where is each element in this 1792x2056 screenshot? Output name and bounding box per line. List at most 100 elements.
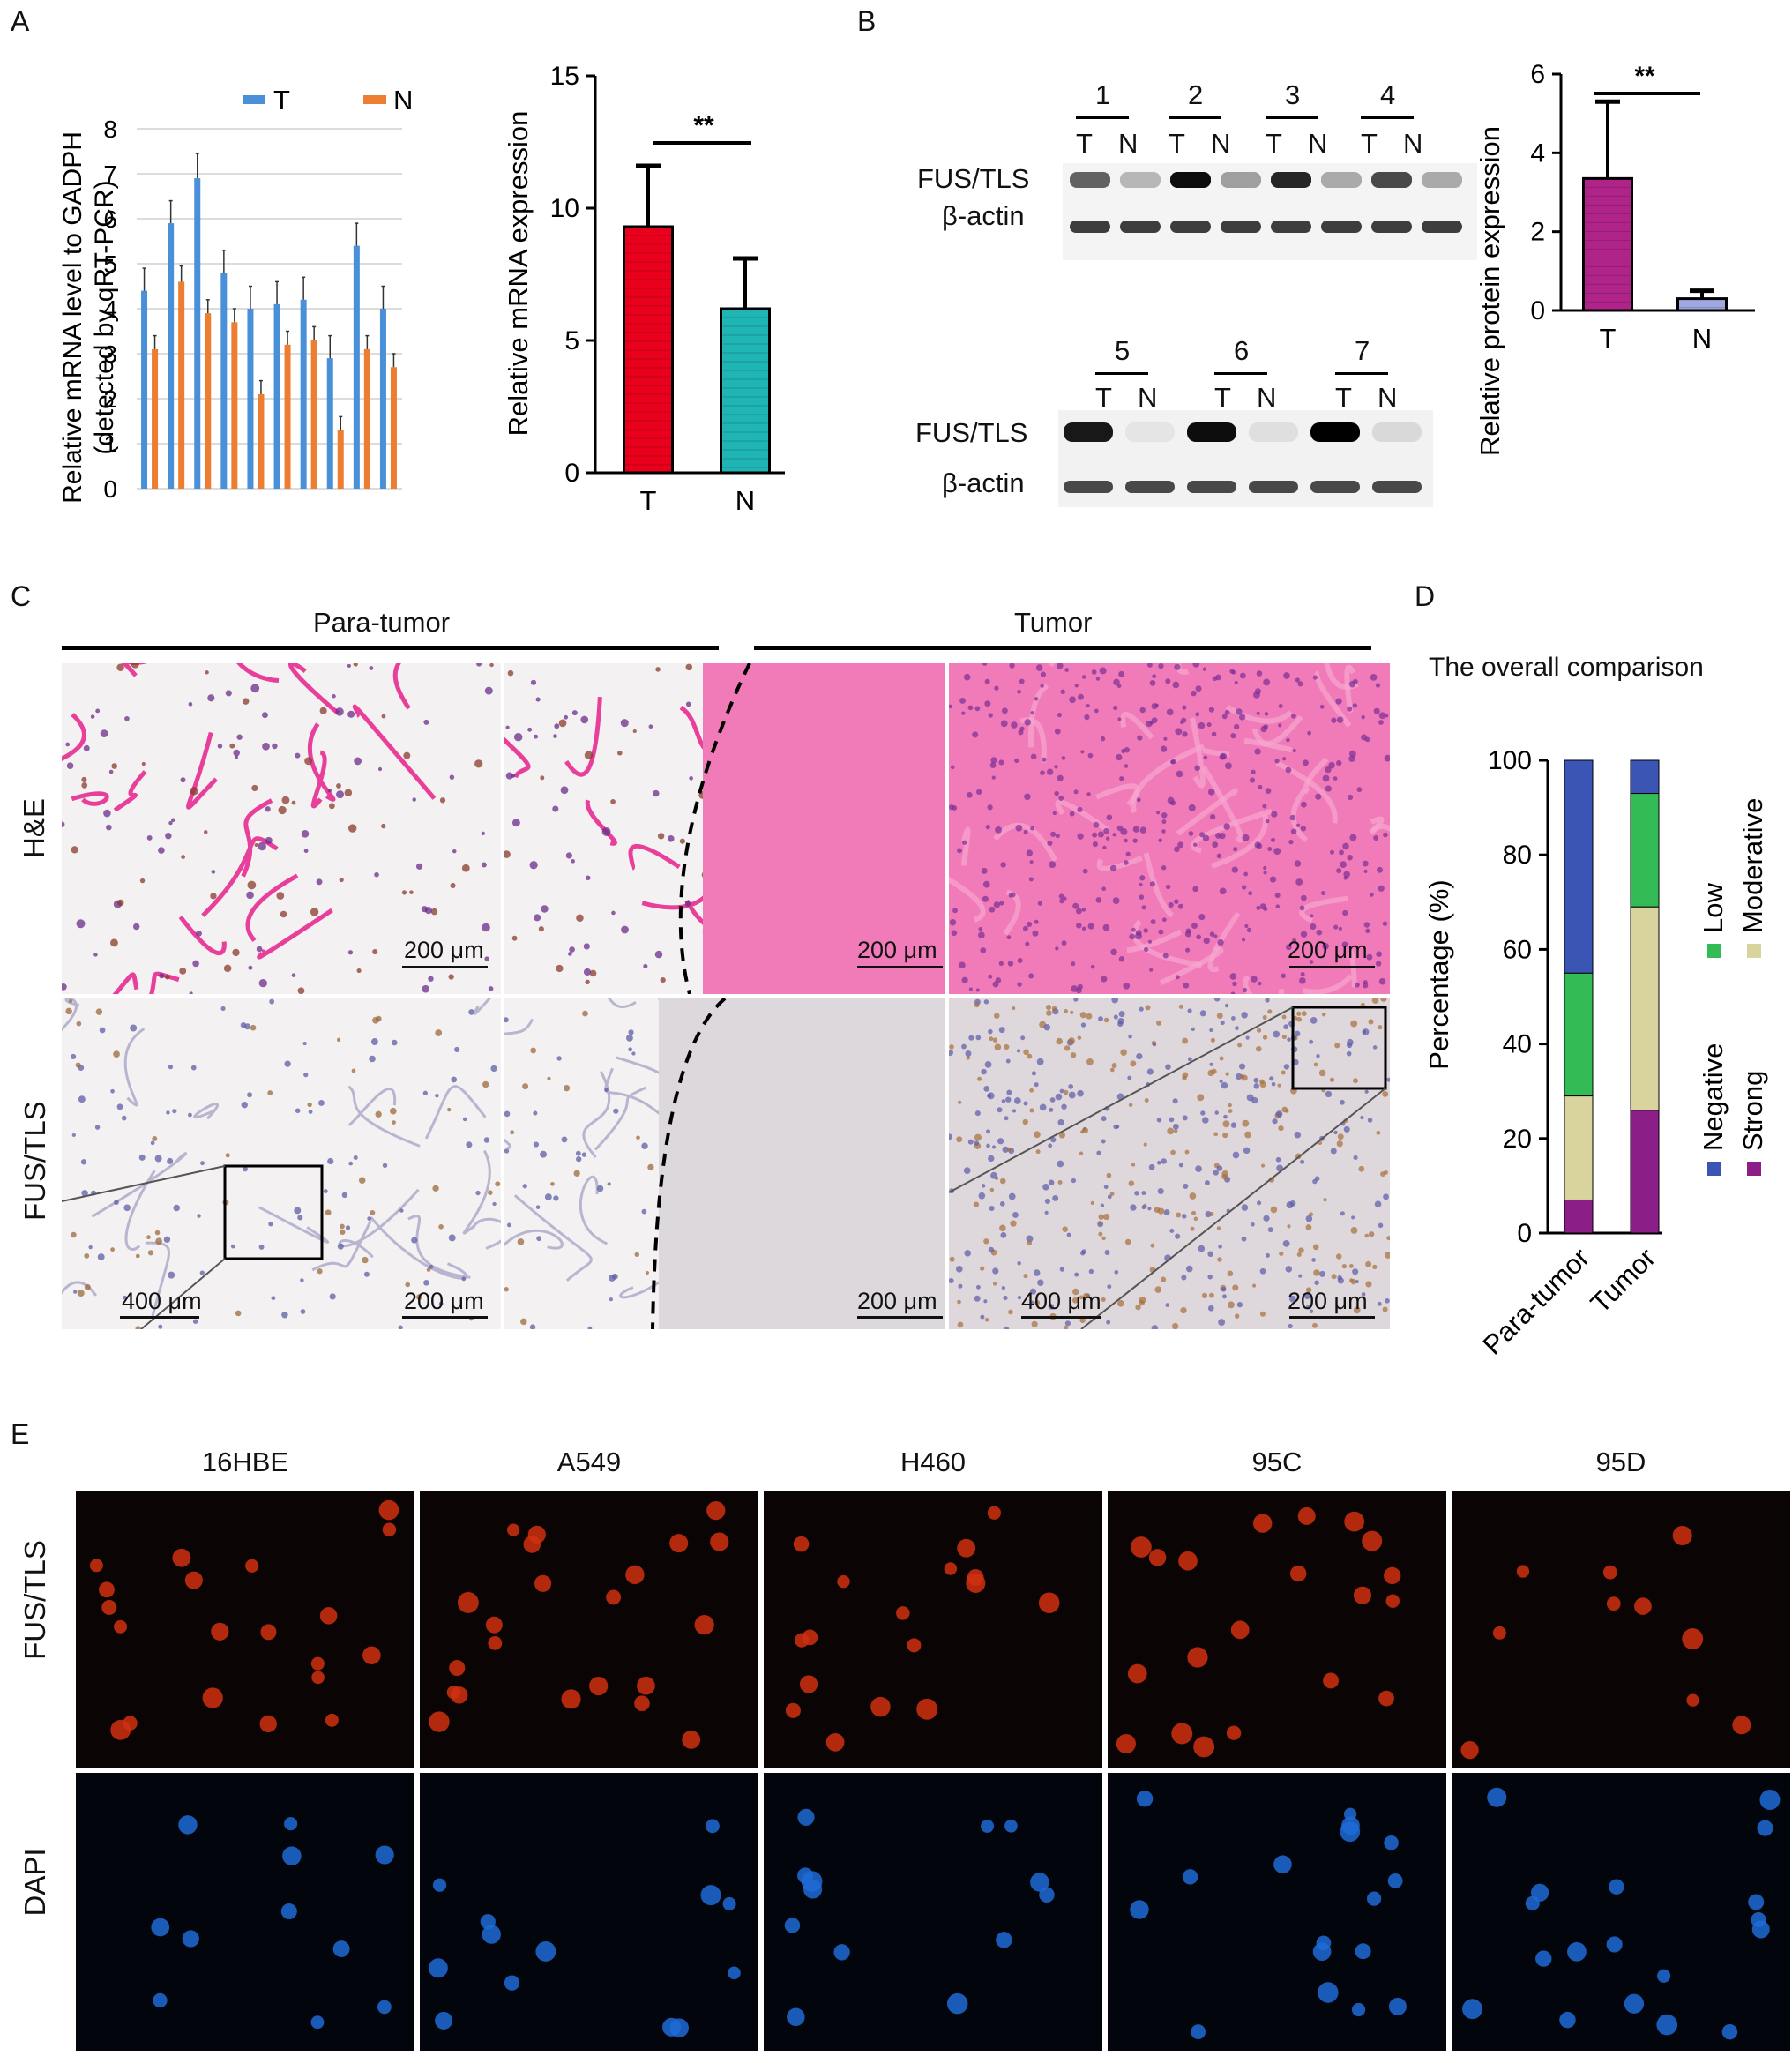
legend-swatch-moderative (1747, 944, 1761, 958)
scale-label-he-1: 200 μm (404, 937, 484, 963)
zoom-line (1080, 1088, 1386, 1329)
zoom-inset-box (223, 1164, 324, 1260)
para-tumor-header: Para-tumor (313, 607, 451, 638)
row-label-he: H&E (18, 798, 50, 858)
legend-label-negative: Negative (1698, 1043, 1729, 1151)
cell-nucleus (310, 1656, 325, 1671)
cell-nucleus (1606, 1936, 1623, 1953)
cell-nucleus (1387, 1873, 1403, 1888)
cell-nucleus (1230, 1620, 1250, 1640)
y-tick-label: 0 (1517, 1219, 1532, 1248)
zoom-inset-box (1291, 1006, 1387, 1090)
cell-nucleus (504, 1975, 520, 1991)
actin-band (1422, 221, 1462, 233)
lane-n-label: N (1378, 382, 1398, 413)
actin-band (1120, 221, 1161, 233)
bar-n (152, 348, 159, 489)
cell-nucleus (1193, 1736, 1215, 1758)
boundary-dashed-line (678, 663, 751, 994)
cell-nucleus (1130, 1536, 1152, 1558)
scale-bar-he-3 (1289, 966, 1375, 968)
cell-line-header: A549 (556, 1447, 622, 1477)
scale-label-fus-3: 200 μm (857, 1288, 937, 1314)
cell-nucleus (382, 1522, 397, 1537)
cell-nucleus (1567, 1941, 1587, 1962)
panel-a-mrna-bar-chart: 0 5 10 15 T N Relative mRNA expression ** (503, 62, 785, 516)
x-tick-label-t: T (1600, 323, 1617, 354)
cell-nucleus (211, 1622, 229, 1641)
cell-nucleus (378, 1499, 399, 1521)
cell-nucleus (1178, 1551, 1198, 1571)
dapi-fluorescence-tile (420, 1773, 758, 2051)
cell-nucleus (1462, 1999, 1483, 2020)
fus-band (1271, 172, 1311, 188)
cell-nucleus (706, 1819, 720, 1834)
fus-band (1310, 422, 1360, 442)
lane-n-label: N (1257, 382, 1277, 413)
cell-nucleus (429, 1711, 450, 1732)
cell-nucleus (435, 2011, 453, 2030)
cell-nucleus (870, 1696, 891, 1717)
bar-t (300, 299, 307, 489)
x-tick-label-t: T (640, 485, 657, 516)
y-tick-label: 4 (1530, 138, 1545, 168)
fus-band (1070, 172, 1110, 188)
cell-nucleus (1344, 1511, 1365, 1532)
cell-nucleus (1182, 1869, 1198, 1885)
cell-nucleus (311, 1671, 325, 1685)
scale-bar-fus-3 (857, 1316, 943, 1319)
cell-nucleus (1385, 1594, 1400, 1608)
cell-nucleus (1460, 1740, 1479, 1760)
bar-t (326, 358, 333, 489)
cell-nucleus (1171, 1723, 1193, 1745)
lane-group-line (1266, 116, 1318, 119)
y-axis-label: Percentage (%) (1423, 879, 1454, 1069)
scale-bar-he-1 (402, 966, 488, 968)
scale-label-fus-2: 200 μm (404, 1288, 484, 1314)
cell-nucleus (1004, 1819, 1018, 1833)
cell-nucleus (797, 1867, 814, 1884)
lane-t-label: T (1266, 128, 1282, 159)
fus-tls-fluorescence-tile (76, 1491, 414, 1768)
cell-nucleus (1487, 1787, 1507, 1807)
cell-nucleus (561, 1689, 581, 1709)
legend-swatch-n (363, 95, 386, 104)
cell-nucleus (1355, 1943, 1371, 1960)
y-tick-label: 0 (564, 459, 579, 488)
cell-nucleus (1388, 1997, 1407, 2015)
cell-nucleus (1127, 1663, 1147, 1684)
fus-tls-fluorescence-tile (420, 1491, 758, 1768)
bar-n (1676, 297, 1728, 312)
y-axis-label: Relative mRNA expression (503, 111, 534, 437)
cell-nucleus (428, 1958, 448, 1978)
panel-letter-e: E (11, 1418, 30, 1450)
lane-group-line (1076, 116, 1129, 119)
cell-nucleus (896, 1606, 910, 1620)
lane-group-line (1361, 116, 1414, 119)
y-tick-label: 6 (1530, 60, 1545, 89)
row-label-fus-tls-fluor: FUS/TLS (19, 1540, 51, 1660)
bar-chart-body: 0 2 4 6 T N (1530, 60, 1755, 354)
lane-n-label: N (1308, 128, 1328, 159)
scale-bar-fus-1 (120, 1316, 199, 1319)
cell-nucleus (1492, 1626, 1506, 1640)
actin-band (1321, 221, 1362, 233)
cell-nucleus (1759, 1789, 1781, 1810)
y-tick-label: 4 (103, 295, 117, 323)
fus-tls-fluorescence-tile (1452, 1491, 1790, 1768)
cell-nucleus (1609, 1879, 1624, 1895)
fus-band (1120, 172, 1161, 188)
lane-n-label: N (1138, 382, 1158, 413)
cell-nucleus (480, 1914, 496, 1930)
significance-marker: ** (1634, 62, 1655, 91)
fus-band (1125, 422, 1175, 442)
y-tick-label: 3 (103, 340, 117, 368)
actin-band (1070, 221, 1110, 233)
lane-n-label: N (1403, 128, 1423, 159)
cell-nucleus (375, 1845, 394, 1865)
bar-t (379, 309, 386, 489)
y-tick-label: 20 (1503, 1125, 1532, 1154)
cell-nucleus (1751, 1920, 1770, 1939)
legend: T N (243, 85, 413, 116)
